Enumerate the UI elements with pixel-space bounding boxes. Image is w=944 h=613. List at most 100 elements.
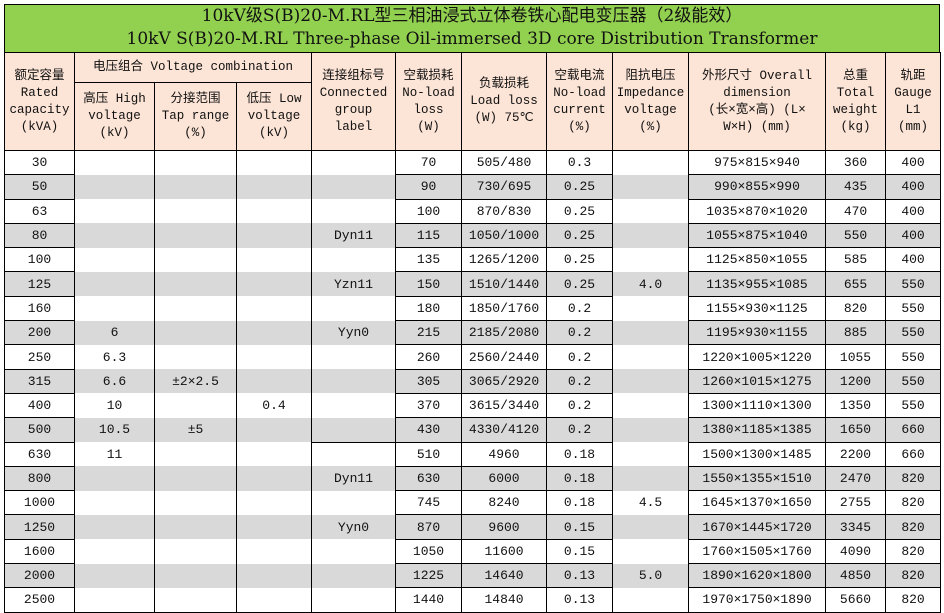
cell-load-loss: 14840 [461, 587, 548, 613]
cell-impedance-voltage [612, 393, 690, 418]
cell-connection-group [311, 441, 397, 467]
cell-rated-capacity: 800 [4, 465, 75, 492]
header-line: 轨距 [900, 68, 926, 83]
cell-load-loss: 11600 [461, 538, 548, 565]
cell-impedance-voltage [612, 296, 690, 321]
cell-high-voltage [74, 296, 155, 321]
header-voltage-combination: 电压组合 Voltage combination [73, 52, 313, 83]
cell-no-load-loss: 430 [395, 417, 463, 443]
cell-gauge: 550 [885, 344, 942, 370]
table-row: 315 6.6 ±2×2.5 305 3065/2920 0.2 1260×1015×127… [4, 368, 942, 394]
cell-gauge: 550 [885, 295, 942, 322]
header-line: L1 [905, 102, 921, 117]
cell-tap-range [154, 563, 237, 588]
header-line: dimension [723, 85, 791, 100]
cell-total-weight: 2470 [825, 465, 887, 492]
cell-load-loss: 4960 [461, 441, 548, 467]
cell-gauge: 820 [885, 490, 942, 516]
header-rated-capacity: 额定容量 Rated capacity (kVA) [4, 52, 75, 151]
cell-impedance-voltage [612, 514, 690, 540]
cell-connection-group [311, 490, 397, 515]
cell-gauge: 400 [885, 247, 942, 273]
cell-no-load-loss: 260 [395, 344, 463, 370]
header-line: (长×宽×高) (L× [708, 102, 806, 117]
cell-tap-range [154, 587, 237, 613]
cell-gauge: 400 [885, 222, 942, 249]
header-line: (W) [417, 119, 440, 134]
cell-no-load-loss: 135 [395, 247, 463, 273]
cell-low-voltage: 0.4 [235, 393, 313, 418]
table-row: 1000 745 8240 0.18 4.5 1645×1370×1650 2755 820 [4, 490, 942, 516]
header-line: 空载损耗 [403, 68, 454, 83]
cell-low-voltage [235, 320, 313, 345]
cell-load-loss: 3615/3440 [461, 392, 548, 419]
cell-dimension: 1500×1300×1485 [688, 441, 827, 467]
cell-tap-range: ±5 [154, 417, 237, 443]
cell-load-loss: 870/830 [461, 198, 548, 224]
cell-rated-capacity: 200 [4, 320, 75, 346]
cell-low-voltage [235, 223, 313, 248]
cell-dimension: 975×815×940 [688, 149, 827, 176]
cell-total-weight: 2755 [825, 490, 887, 516]
cell-load-loss: 1050/1000 [461, 222, 548, 249]
cell-no-load-loss: 115 [395, 222, 463, 249]
cell-no-load-current: 0.2 [546, 368, 614, 394]
cell-load-loss: 1265/1200 [461, 247, 548, 273]
cell-tap-range: ±2×2.5 [154, 369, 237, 394]
cell-high-voltage: 10 [74, 393, 155, 418]
cell-tap-range [154, 466, 237, 491]
cell-tap-range [154, 514, 237, 540]
cell-low-voltage [235, 344, 313, 370]
cell-connection-group: Yyn0 [311, 514, 397, 540]
cell-impedance-voltage [612, 320, 690, 345]
cell-no-load-loss: 1225 [395, 563, 463, 589]
cell-tap-range [154, 296, 237, 321]
header-line: (mm) [898, 119, 929, 134]
cell-total-weight: 1650 [825, 417, 887, 443]
cell-connection-group [311, 563, 397, 588]
cell-dimension: 1300×1110×1300 [688, 392, 827, 419]
cell-no-load-loss: 1440 [395, 587, 463, 613]
cell-low-voltage [235, 150, 313, 175]
cell-no-load-current: 0.25 [546, 174, 614, 200]
cell-low-voltage [235, 296, 313, 321]
cell-dimension: 1125×850×1055 [688, 247, 827, 273]
cell-no-load-loss: 870 [395, 514, 463, 540]
cell-rated-capacity: 30 [4, 149, 75, 176]
cell-impedance-voltage: 5.0 [612, 563, 690, 588]
cell-impedance-voltage [612, 369, 690, 394]
cell-gauge: 550 [885, 320, 942, 346]
cell-gauge: 820 [885, 563, 942, 589]
cell-no-load-loss: 305 [395, 368, 463, 394]
cell-connection-group [311, 539, 397, 564]
cell-rated-capacity: 1600 [4, 538, 75, 565]
cell-no-load-current: 0.3 [546, 149, 614, 176]
header-line: Load loss [470, 94, 538, 108]
header-impedance-voltage: 阻抗电压 Impedance voltage (%) [612, 52, 690, 151]
table-row: 800 Dyn11 630 6000 0.18 1550×1355×1510 2470 820 [4, 465, 942, 492]
cell-rated-capacity: 80 [4, 222, 75, 249]
cell-total-weight: 1055 [825, 344, 887, 370]
cell-impedance-voltage: 4.0 [612, 271, 690, 297]
table-row: 1250 Yyn0 870 9600 0.15 1670×1445×1720 3345 820 [4, 514, 942, 540]
cell-dimension: 990×855×990 [688, 174, 827, 200]
cell-low-voltage [235, 271, 313, 297]
header-line: 分接范围 [170, 92, 221, 106]
header-line: loss [413, 102, 444, 117]
cell-total-weight: 435 [825, 174, 887, 200]
cell-gauge: 550 [885, 368, 942, 394]
cell-low-voltage [235, 563, 313, 588]
cell-no-load-current: 0.18 [546, 490, 614, 516]
cell-no-load-current: 0.13 [546, 563, 614, 589]
cell-gauge: 550 [885, 392, 942, 419]
cell-low-voltage [235, 587, 313, 613]
cell-rated-capacity: 2000 [4, 563, 75, 589]
cell-high-voltage [74, 514, 155, 540]
header-line: 空载电流 [554, 68, 605, 83]
table-row: 100 135 1265/1200 0.25 1125×850×1055 585 400 [4, 247, 942, 273]
cell-impedance-voltage: 4.5 [612, 490, 690, 515]
cell-rated-capacity: 2500 [4, 587, 75, 613]
cell-no-load-loss: 150 [395, 271, 463, 297]
header-line: (%) [568, 119, 591, 134]
cell-impedance-voltage [612, 223, 690, 248]
